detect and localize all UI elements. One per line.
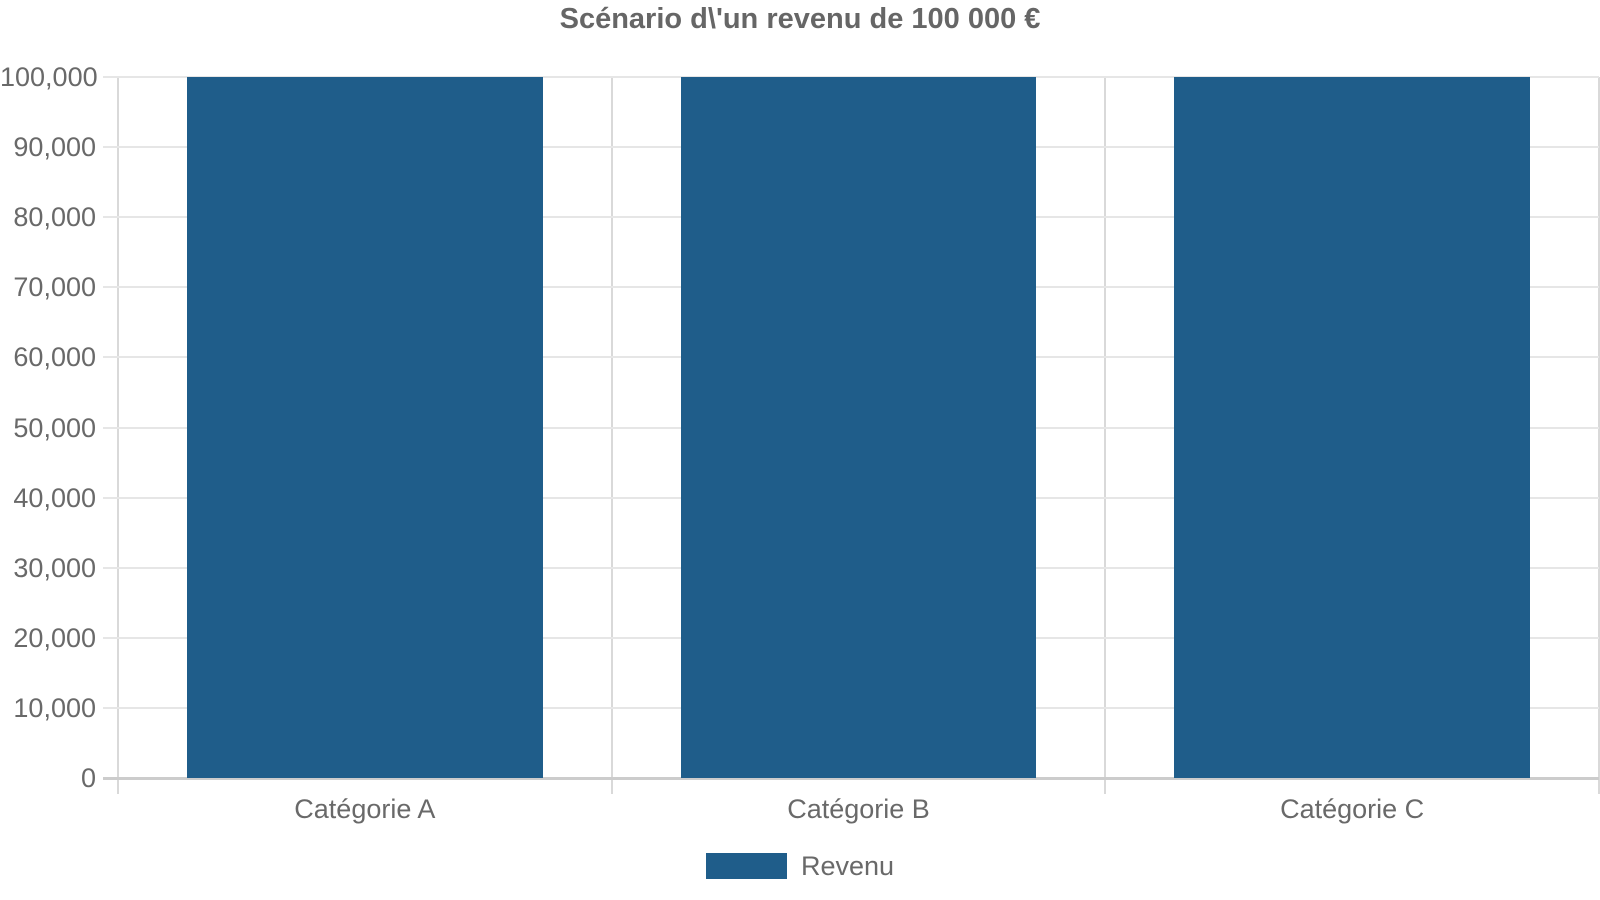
y-axis-tick-label: 60,000 [13,342,96,373]
legend-swatch [705,853,787,879]
category-gridline [1598,77,1600,794]
legend: Revenu [0,851,1600,881]
y-axis-tick-label: 20,000 [13,622,96,653]
chart-title: Scénario d\'un revenu de 100 000 € [559,3,1041,35]
y-axis-tick-label: 80,000 [13,202,96,233]
y-axis-tick-label: 50,000 [13,412,96,443]
y-axis-tick-label: 90,000 [13,132,96,163]
y-axis-tick-label: 30,000 [13,552,96,583]
x-axis-label: Catégorie B [787,794,930,824]
y-axis-tick-label: 10,000 [13,692,96,723]
x-axis-label: Catégorie C [1280,794,1425,824]
bar-3[interactable] [1174,77,1530,778]
y-axis-tick-label: 40,000 [13,482,96,513]
y-axis-tick-label: 100,000 [0,62,98,92]
bar-2[interactable] [680,77,1037,778]
y-axis-tick-label: 70,000 [13,272,96,303]
x-axis-baseline [103,776,1599,780]
category-gridline [1104,77,1107,794]
category-gridline [610,77,613,794]
bar-1[interactable] [187,77,543,778]
category-gridline [117,77,119,794]
y-axis-tick-label: 0 [80,763,96,793]
x-axis-label: Catégorie A [294,794,436,824]
legend-label: Revenu [800,851,895,881]
